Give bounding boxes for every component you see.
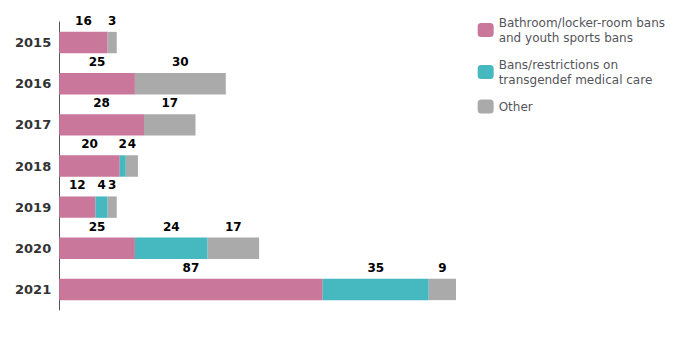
svg-text:17: 17 [225,220,242,234]
svg-text:2017: 2017 [15,117,51,132]
svg-text:3: 3 [108,178,116,192]
svg-text:and youth sports bans: and youth sports bans [499,31,633,45]
svg-text:25: 25 [89,220,106,234]
svg-text:4: 4 [128,137,136,151]
svg-text:Bans/restrictions on: Bans/restrictions on [499,58,618,72]
svg-text:2016: 2016 [15,76,51,91]
svg-text:20: 20 [81,137,98,151]
svg-text:30: 30 [172,55,189,69]
svg-text:24: 24 [163,220,180,234]
svg-text:transgendef medical care: transgendef medical care [499,73,653,87]
svg-text:28: 28 [93,96,110,110]
svg-text:35: 35 [367,261,384,275]
svg-text:12: 12 [69,178,86,192]
svg-text:Bathroom/locker-room bans: Bathroom/locker-room bans [499,16,665,30]
svg-text:17: 17 [161,96,178,110]
svg-text:25: 25 [89,55,106,69]
svg-text:2018: 2018 [15,159,51,174]
svg-text:4: 4 [97,178,105,192]
svg-text:2019: 2019 [15,200,51,215]
svg-text:2015: 2015 [15,35,51,50]
svg-text:2021: 2021 [15,282,51,297]
svg-text:87: 87 [183,261,200,275]
svg-text:16: 16 [75,14,92,28]
svg-text:3: 3 [108,14,116,28]
svg-text:2: 2 [119,137,127,151]
svg-text:Other: Other [499,100,533,114]
svg-text:9: 9 [438,261,446,275]
svg-text:2020: 2020 [15,241,51,256]
